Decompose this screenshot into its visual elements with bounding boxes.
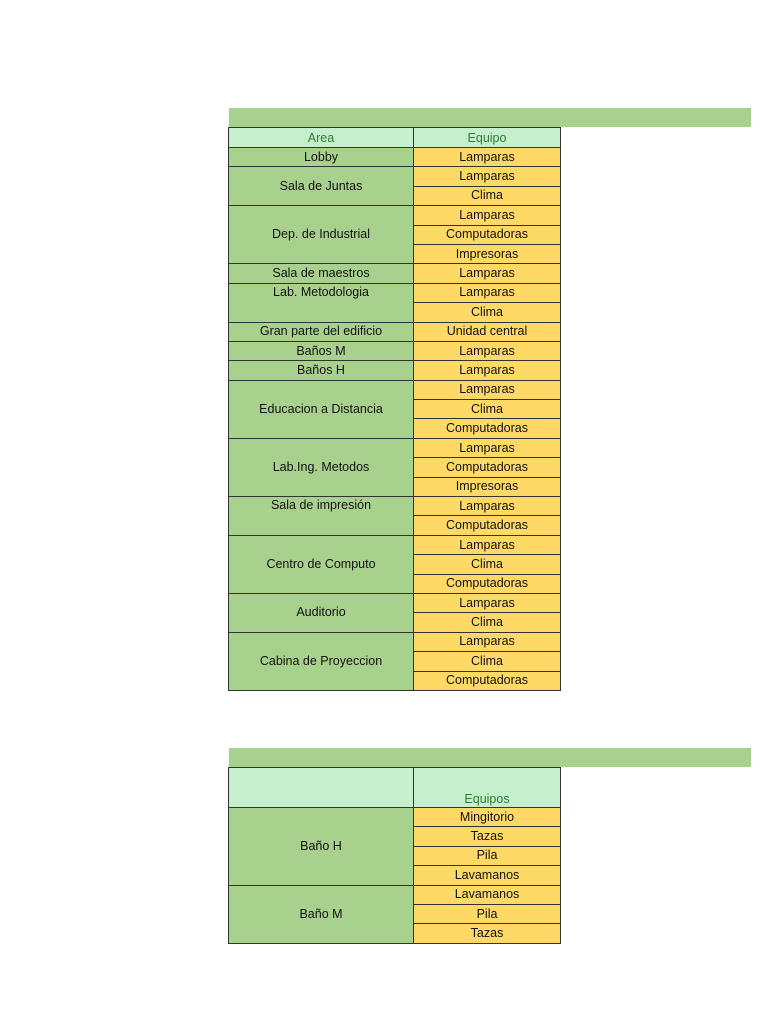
area-cell: Baño M — [228, 884, 414, 944]
table-row: Dep. de Industrial Lamparas — [228, 205, 561, 265]
equipment-table: Area Equipo Lobby Lamparas Sala de Juntas L… — [228, 127, 561, 691]
table-row: Cabina de Proyeccion Lamparas — [228, 631, 561, 691]
table-row: Baños H Lamparas — [228, 360, 561, 381]
table-row: Impresoras — [229, 243, 561, 265]
equipo-cell: Clima — [413, 185, 561, 207]
header-equipos: Equipos — [413, 767, 561, 808]
area-cell: Dep. de Industrial — [228, 205, 414, 265]
equipo-cell: Lamparas — [413, 379, 561, 401]
equipo-cell: Pila — [413, 903, 561, 925]
table-row: Sala de Juntas Lamparas — [228, 166, 561, 207]
equipo-cell: Clima — [413, 612, 561, 633]
table-row: Baños M Lamparas — [228, 340, 561, 362]
table-row: Educacion a Distancia Lamparas — [228, 379, 561, 439]
equipo-cell: Lamparas — [413, 437, 561, 459]
equipo-cell: Mingitorio — [413, 806, 561, 828]
equipo-cell: Lamparas — [413, 263, 561, 284]
equipo-cell: Lamparas — [413, 205, 561, 226]
area-cell: Lab. Metodologia — [228, 282, 414, 323]
equipo-cell: Lamparas — [413, 496, 561, 517]
area-cell: Educacion a Distancia — [228, 379, 414, 439]
area-cell: Sala de maestros — [228, 263, 414, 284]
area-cell: Cabina de Proyeccion — [228, 631, 414, 691]
area-cell: Baño H — [228, 807, 414, 886]
table-row: Baño H Mingitorio — [228, 806, 561, 886]
equipo-cell: Impresoras — [413, 243, 561, 265]
area-cell: Sala de Juntas — [228, 166, 414, 207]
table-row: Computadoras — [229, 515, 561, 536]
table1-title-band — [229, 108, 751, 127]
area-cell: Gran parte del edificio — [228, 321, 414, 342]
table-row: Lavamanos — [229, 865, 561, 886]
area-cell: Lobby — [228, 146, 414, 168]
equipo-cell: Clima — [413, 651, 561, 672]
table-row: Sala de maestros Lamparas — [228, 263, 561, 284]
table-row: Tazas — [229, 826, 561, 847]
bathroom-equipment-table: Equipos Baño H Mingitorio Tazas Pila Lavaman… — [228, 767, 561, 944]
table-row: Lobby Lamparas — [228, 146, 561, 168]
equipo-cell: Lamparas — [413, 360, 561, 381]
equipo-cell: Computadoras — [413, 224, 561, 245]
table2-title-band — [229, 748, 751, 767]
table-row: Pila — [229, 845, 561, 867]
equipo-cell: Tazas — [413, 826, 561, 847]
table-row: Clima — [229, 399, 561, 420]
header-equipo: Equipo — [413, 127, 561, 148]
table-row: Computadoras — [229, 418, 561, 439]
area-cell: Sala de impresión — [228, 496, 414, 536]
header-area: Area — [228, 127, 414, 148]
table-row: Auditorio Lamparas — [228, 592, 561, 633]
table-row: Tazas — [229, 923, 561, 944]
table-row: Pila — [229, 903, 561, 925]
table-row: Gran parte del edificio Unidad central — [228, 321, 561, 342]
equipo-cell: Lamparas — [413, 592, 561, 614]
table-row: Computadoras — [229, 457, 561, 478]
header-area — [228, 767, 414, 808]
equipo-cell: Pila — [413, 845, 561, 867]
equipo-cell: Lamparas — [413, 282, 561, 304]
equipo-cell: Computadoras — [413, 418, 561, 439]
equipo-cell: Computadoras — [413, 670, 561, 691]
equipo-cell: Clima — [413, 302, 561, 323]
equipo-cell: Unidad central — [413, 321, 561, 342]
table-row: Lab.Ing. Metodos Lamparas — [228, 437, 561, 498]
area-cell: Baños H — [228, 360, 414, 381]
table-row: Computadoras — [229, 224, 561, 245]
table-row: Lab. Metodologia Lamparas — [228, 282, 561, 323]
equipo-cell: Lamparas — [413, 631, 561, 653]
equipo-cell: Lavamanos — [413, 884, 561, 905]
table-row: Clima — [229, 185, 561, 207]
equipo-cell: Computadoras — [413, 515, 561, 536]
equipo-cell: Clima — [413, 399, 561, 420]
equipo-cell: Clima — [413, 554, 561, 575]
equipo-cell: Impresoras — [413, 476, 561, 498]
equipo-cell: Lamparas — [413, 340, 561, 362]
area-cell: Auditorio — [228, 592, 414, 633]
equipo-cell: Lavamanos — [413, 865, 561, 886]
equipo-cell: Lamparas — [413, 146, 561, 168]
table-row: Computadoras — [229, 573, 561, 594]
equipo-cell: Lamparas — [413, 534, 561, 556]
table-row: Clima — [229, 651, 561, 672]
equipo-cell: Computadoras — [413, 457, 561, 478]
table-row: Baño M Lavamanos — [228, 884, 561, 944]
equipo-cell: Tazas — [413, 923, 561, 944]
equipo-cell: Computadoras — [413, 573, 561, 594]
area-cell: Baños M — [228, 340, 414, 362]
area-cell: Lab.Ing. Metodos — [228, 437, 414, 498]
area-cell: Centro de Computo — [228, 534, 414, 594]
table-row: Centro de Computo Lamparas — [228, 534, 561, 594]
table-row: Computadoras — [229, 670, 561, 691]
equipo-cell: Lamparas — [413, 166, 561, 187]
table-row: Sala de impresión Lamparas — [228, 496, 561, 536]
